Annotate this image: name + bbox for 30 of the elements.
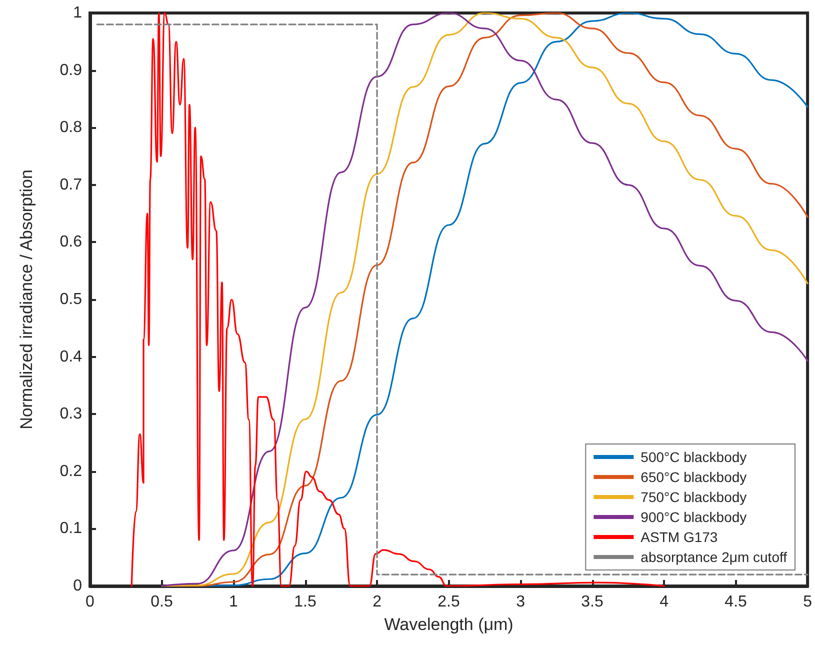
x-tick-label: 1.5 <box>294 594 316 610</box>
x-tick-label: 0 <box>86 594 95 610</box>
y-tick-label: 0.2 <box>60 462 82 480</box>
x-tick-label: 3.5 <box>581 594 604 610</box>
y-tick-label: 0.5 <box>60 291 82 308</box>
x-tick-label: 3 <box>516 594 526 610</box>
legend-label: 750°C blackbody <box>640 489 747 505</box>
x-tick-label: 4 <box>660 594 669 610</box>
y-tick-label: 0.8 <box>60 119 82 136</box>
x-tick-label: 2 <box>372 594 382 610</box>
y-tick-label: 0.6 <box>60 234 82 251</box>
legend-label: 900°C blackbody <box>640 509 747 525</box>
x-tick-label: 0.5 <box>150 594 173 610</box>
y-tick-label: 0.3 <box>60 406 82 423</box>
y-tick-label: 0.9 <box>60 62 82 79</box>
legend-label: absorptance 2μm cutoff <box>640 549 788 565</box>
y-tick-label: 0.7 <box>60 176 82 194</box>
x-axis-title: Wavelength (μm) <box>384 615 514 634</box>
x-tick-label: 4.5 <box>724 594 748 610</box>
y-tick-label: 0 <box>73 578 82 594</box>
legend-label: 500°C blackbody <box>640 449 747 465</box>
y-tick-label: 1 <box>73 4 82 22</box>
x-tick-label: 5 <box>803 594 812 610</box>
x-tick-label: 1 <box>229 594 238 610</box>
y-tick-label: 0.4 <box>60 348 82 366</box>
legend-label: ASTM G173 <box>640 529 718 545</box>
legend-label: 650°C blackbody <box>640 469 747 485</box>
y-axis-title: Normalized irradiance / Absorption <box>17 170 36 430</box>
x-tick-label: 2.5 <box>438 594 460 610</box>
y-tick-label: 0.1 <box>60 520 82 538</box>
